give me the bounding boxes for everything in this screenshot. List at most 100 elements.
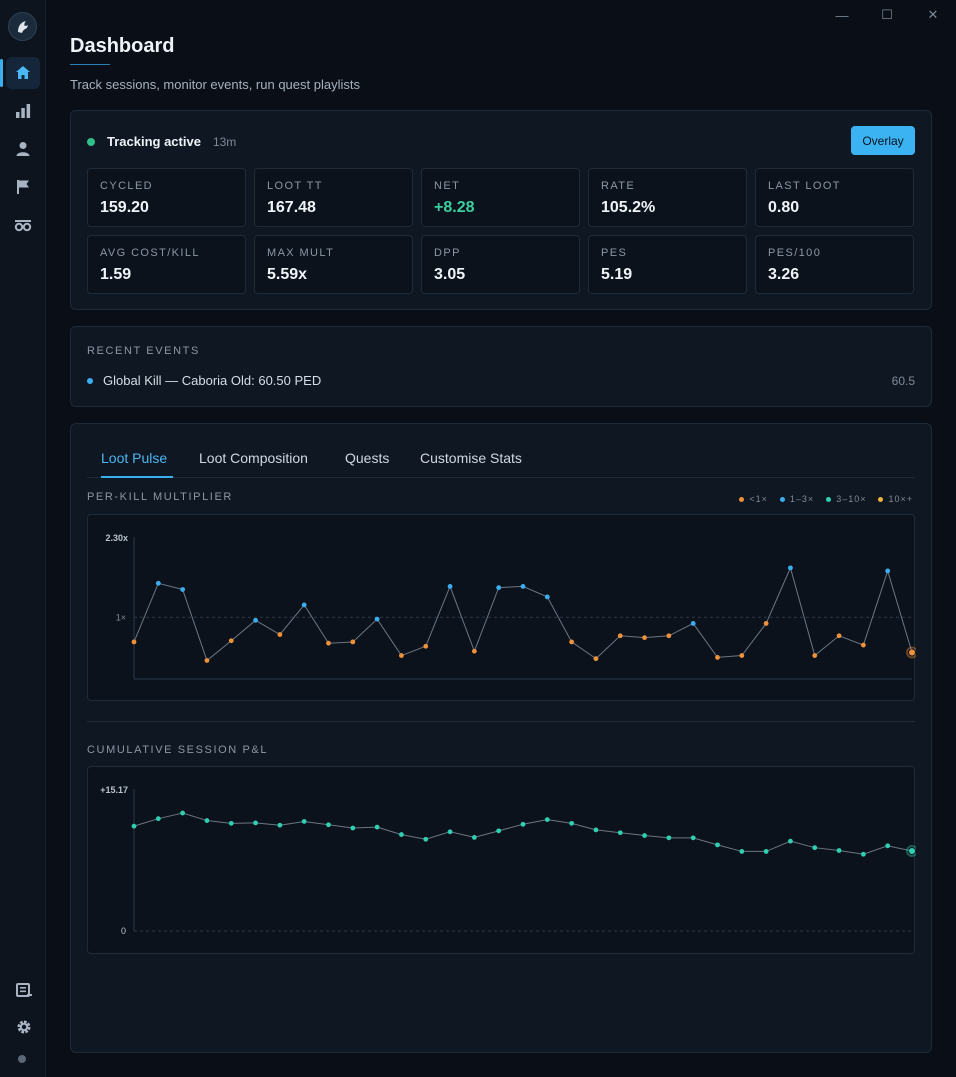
pnl-point: [739, 849, 745, 854]
pnl-point: [885, 843, 891, 849]
multiplier-point: [836, 633, 842, 639]
recent-events-panel: RECENT EVENTS Global Kill — Caboria Old:…: [70, 326, 932, 407]
pnl-point: [836, 848, 842, 853]
stat-label: MAX MULT: [267, 247, 335, 259]
multiplier-point: [350, 639, 356, 645]
pnl-point: [715, 842, 720, 848]
y-max-label: 2.30x: [105, 533, 128, 543]
sidebar-item-log[interactable]: [14, 980, 34, 1000]
event-dot: [87, 377, 93, 384]
chart-divider: [87, 721, 915, 722]
sidebar-item-settings[interactable]: [14, 1017, 34, 1037]
sidebar: [0, 0, 46, 1077]
pnl-point: [909, 847, 915, 854]
pnl-chart-svg: +15.17 0: [100, 785, 918, 936]
pnl-point: [569, 820, 575, 826]
multiplier-point: [593, 656, 599, 662]
multiplier-point: [909, 649, 915, 656]
pnl-point: [617, 830, 623, 836]
multiplier-point: [544, 594, 550, 600]
close-button[interactable]: ✕: [927, 7, 939, 22]
pnl-point: [228, 820, 234, 826]
pnl-chart: +15.17 0: [87, 766, 918, 954]
stat-label: NET: [434, 180, 461, 192]
event-value: 60.5: [891, 373, 915, 388]
multiplier-point: [471, 648, 477, 654]
stat-value: 1.59: [100, 266, 132, 283]
multiplier-chart-svg: 2.30x 1×: [105, 533, 918, 680]
multiplier-point: [180, 587, 186, 592]
sidebar-item-gear[interactable]: [0, 207, 46, 243]
goggles-icon: [14, 220, 32, 232]
home-icon: [16, 66, 30, 79]
sidebar-item-home[interactable]: [0, 55, 46, 91]
legend-label: 3–10×: [836, 494, 867, 504]
maximize-button[interactable]: ☐: [881, 7, 893, 22]
multiplier-point: [204, 658, 210, 663]
connection-status-dot: [18, 1055, 26, 1063]
stat-card-pes-100: PES/100 3.26: [755, 235, 914, 294]
pnl-point: [301, 819, 307, 824]
minimize-button[interactable]: —: [835, 7, 849, 23]
recent-events-label: RECENT EVENTS: [87, 345, 200, 357]
legend-dot: [826, 496, 832, 502]
stat-card-cycled: CYCLED 159.20: [87, 168, 246, 227]
multiplier-point: [423, 643, 429, 649]
multiplier-point: [885, 568, 891, 574]
stat-label: PES/100: [768, 247, 822, 259]
tab-loot-pulse[interactable]: Loot Pulse: [101, 450, 168, 466]
event-row[interactable]: Global Kill — Caboria Old: 60.50 PED 60.…: [87, 373, 915, 388]
legend-dot: [779, 496, 785, 502]
stat-card-rate: RATE 105.2%: [588, 168, 747, 227]
stat-label: LAST LOOT: [768, 180, 841, 192]
stat-label: CYCLED: [100, 180, 154, 192]
tracking-status: Tracking active 13m: [87, 134, 236, 149]
tracking-active-dot: [87, 137, 95, 146]
sidebar-item-stats[interactable]: [0, 93, 46, 129]
stat-card-net: NET +8.28: [421, 168, 580, 227]
chart-tabs: Loot Pulse Loot Composition Quests Custo…: [87, 446, 915, 478]
pnl-point: [447, 829, 453, 835]
tab-customise-stats[interactable]: Customise Stats: [420, 450, 522, 466]
tab-quests[interactable]: Quests: [345, 450, 390, 466]
stat-value: +8.28: [434, 199, 475, 216]
pnl-point: [788, 838, 793, 844]
pnl-point: [860, 851, 866, 857]
multiplier-point: [739, 653, 745, 658]
multiplier-point: [788, 565, 793, 571]
stat-card-loot-tt: LOOT TT 167.48: [254, 168, 413, 227]
multiplier-line: [133, 566, 913, 662]
stat-label: RATE: [601, 180, 636, 192]
stat-value: 5.19: [601, 266, 633, 283]
stat-card-max-mult: MAX MULT 5.59x: [254, 235, 413, 294]
stat-card-avg-cost-kill: AVG COST/KILL 1.59: [87, 235, 246, 294]
multiplier-point: [666, 633, 672, 639]
pnl-point: [471, 834, 477, 840]
pnl-point: [374, 824, 380, 830]
stat-value: 0.80: [768, 199, 800, 216]
goat-logo-icon: [17, 20, 28, 33]
pnl-point: [204, 818, 210, 823]
flag-icon: [17, 180, 29, 194]
multiplier-point: [447, 583, 453, 589]
multiplier-point: [690, 621, 696, 626]
pnl-point: [155, 816, 161, 822]
sidebar-item-quests[interactable]: [0, 169, 46, 205]
sidebar-item-profile[interactable]: [0, 131, 46, 167]
y-ref-label: 1×: [116, 612, 126, 622]
active-tab-indicator: [101, 476, 173, 478]
pnl-point: [423, 836, 429, 842]
tracking-status-label: Tracking active: [107, 134, 201, 149]
stat-card-last-loot: LAST LOOT 0.80: [755, 168, 914, 227]
gear-icon: [17, 1020, 31, 1034]
tab-loot-composition[interactable]: Loot Composition: [199, 450, 308, 466]
multiplier-chart: 2.30x 1×: [87, 514, 918, 701]
legend-label: <1×: [749, 494, 768, 504]
pnl-point: [253, 820, 258, 826]
pnl-point: [763, 849, 769, 854]
chart-legend: <1× 1–3× 3–10× 10×+: [727, 494, 913, 504]
pnl-point: [350, 825, 356, 831]
pnl-point: [544, 817, 550, 823]
overlay-button[interactable]: Overlay: [851, 126, 915, 155]
legend-dot: [739, 496, 745, 502]
